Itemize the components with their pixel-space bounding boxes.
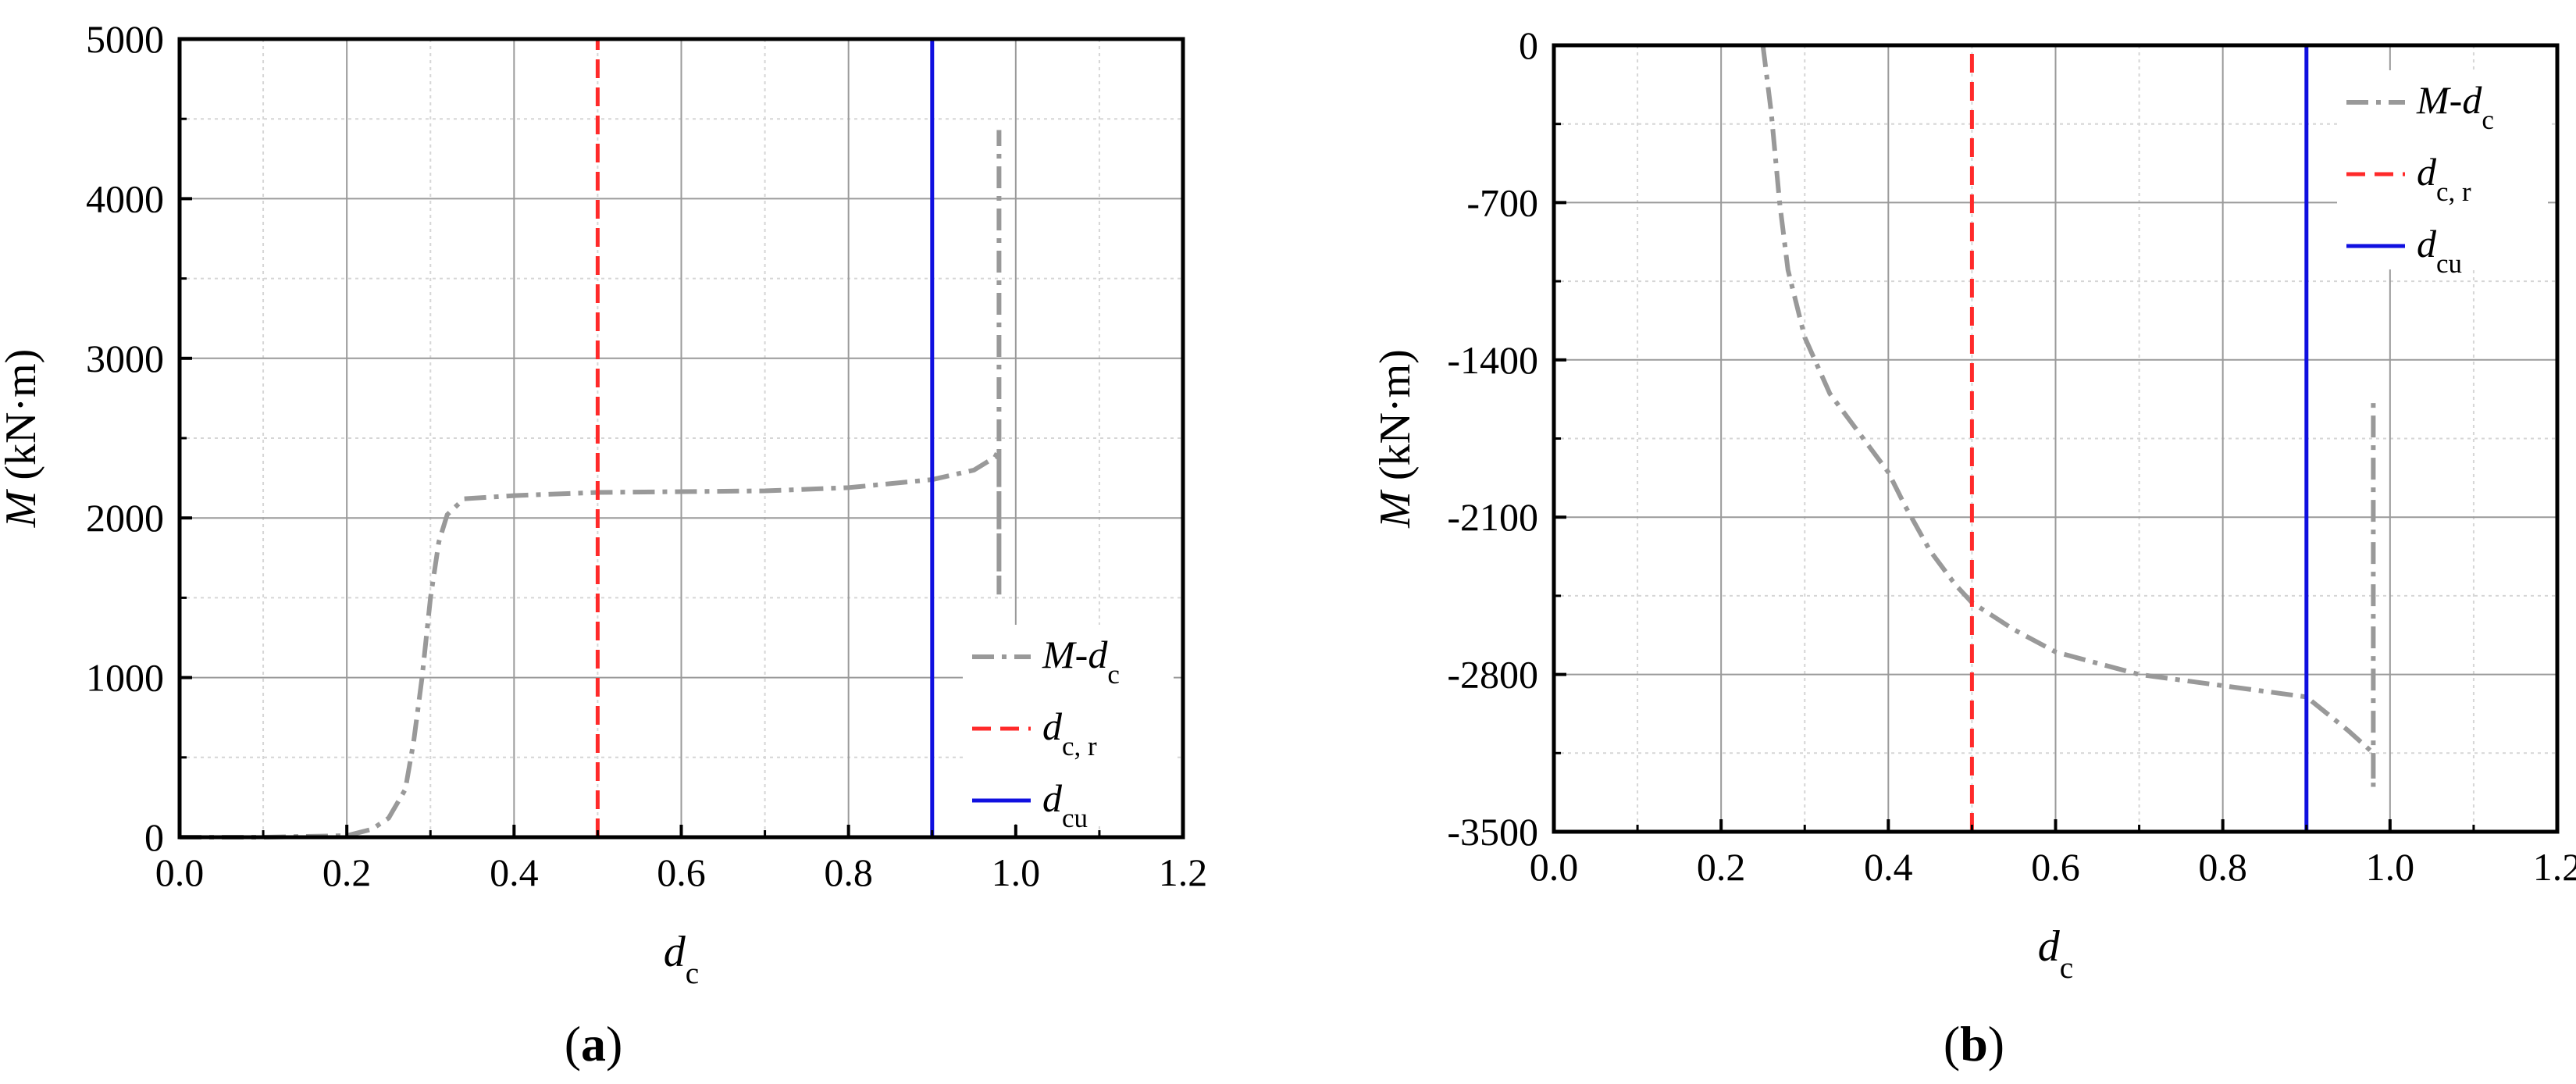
y-tick-label: 4000 [86,177,164,220]
y-tick-label: -1400 [1447,338,1538,382]
y-tick-label: -3500 [1447,810,1538,854]
x-tick-label: 0.4 [1864,845,1913,889]
x-tick-label: 0.6 [2031,845,2080,889]
y-tick-label: 5000 [86,17,164,61]
x-tick-label: 1.0 [2366,845,2415,889]
grid [180,39,1183,837]
legend-label: M-dc [1042,633,1120,690]
legend-label: M-dc [2416,78,2494,135]
legend-label: dcu [2417,222,2462,279]
y-tick-label: 0 [1519,23,1538,67]
legend: M-dc dc, r dcu [2337,70,2548,279]
x-tick-label: 1.2 [2533,845,2576,889]
legend-label: dc, r [2417,150,2471,207]
y-tick-label: -2100 [1447,495,1538,539]
y-tick-label: 1000 [86,656,164,700]
x-tick-label: 0.2 [1697,845,1746,889]
y-axis-title: M (kN·m) [0,349,45,529]
ticks: 0.0 0.2 0.4 0.6 0.8 1.0 1.2 0 1000 2000 3000 4000 50… [86,17,1207,894]
x-axis-title: dc [2038,922,2073,985]
legend-label: dcu [1042,776,1088,833]
panel-a: 0.0 0.2 0.4 0.6 0.8 1.0 1.2 0 1000 2000 3000 4000 50… [0,17,1207,1072]
legend-background [963,625,1174,824]
legend-label: dc, r [1042,704,1097,761]
y-tick-label: 0 [144,815,164,859]
x-axis-title: dc [664,928,699,990]
x-tick-label: 0.0 [155,850,205,894]
y-axis-title: M (kN·m) [1371,349,1420,529]
y-tick-label: 2000 [86,496,164,540]
panel-b: 0.0 0.2 0.4 0.6 0.8 1.0 1.2 0 -700 -1400 -2100 -280… [1371,23,2576,1072]
x-tick-label: 1.0 [992,850,1041,894]
y-tick-label: -2800 [1447,653,1538,697]
y-tick-label: 3000 [86,337,164,380]
ticks: 0.0 0.2 0.4 0.6 0.8 1.0 1.2 0 -700 -1400 -2100 -280… [1447,23,2576,889]
series-line-m-dc [180,130,1002,840]
x-tick-label: 0.0 [1530,845,1579,889]
panel-label: (a) [565,1016,623,1072]
legend-background [2337,70,2548,269]
series-group [1760,45,2376,832]
series-group [180,39,1002,840]
x-tick-label: 0.6 [657,850,706,894]
x-tick-label: 1.2 [1159,850,1208,894]
x-tick-label: 0.8 [824,850,873,894]
x-tick-label: 0.2 [322,850,372,894]
x-tick-label: 0.8 [2198,845,2247,889]
y-tick-label: -700 [1466,180,1538,224]
x-tick-label: 0.4 [490,850,539,894]
panel-label: (b) [1944,1016,2004,1072]
legend: M-dc dc, r dcu [963,625,1174,833]
series-line-m-dc [1760,45,2376,787]
